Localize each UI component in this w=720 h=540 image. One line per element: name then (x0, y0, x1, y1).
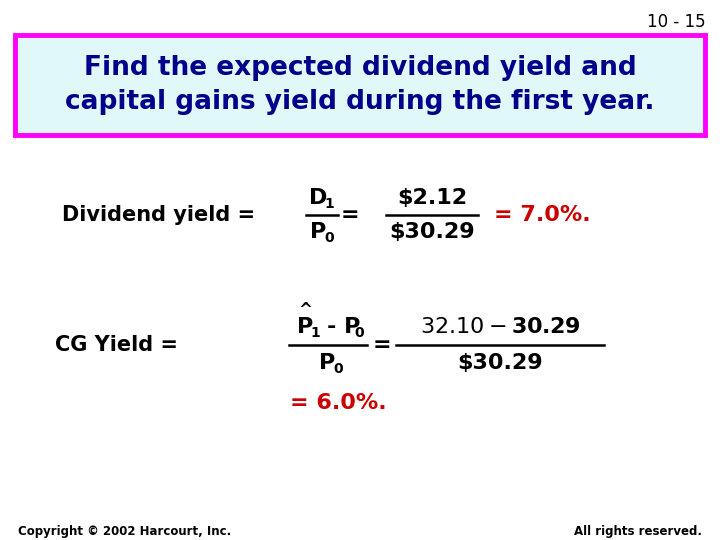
Text: $30.29: $30.29 (390, 222, 474, 242)
Text: CG Yield =: CG Yield = (55, 335, 178, 355)
Text: = 6.0%.: = 6.0%. (290, 393, 387, 413)
Text: = 7.0%.: = 7.0%. (494, 205, 590, 225)
Text: - P: - P (327, 317, 361, 337)
Text: P: P (297, 317, 313, 337)
Text: ^: ^ (298, 301, 312, 319)
Text: All rights reserved.: All rights reserved. (574, 525, 702, 538)
Text: 10 - 15: 10 - 15 (647, 13, 706, 31)
Text: P: P (310, 222, 326, 242)
Text: Dividend yield =: Dividend yield = (62, 205, 255, 225)
Text: 0: 0 (324, 231, 334, 245)
Text: 1: 1 (324, 197, 334, 211)
Text: 0: 0 (333, 362, 343, 376)
FancyBboxPatch shape (15, 35, 705, 135)
Text: Copyright © 2002 Harcourt, Inc.: Copyright © 2002 Harcourt, Inc. (18, 525, 231, 538)
Text: capital gains yield during the first year.: capital gains yield during the first yea… (66, 89, 654, 115)
Text: P: P (319, 353, 335, 373)
Text: Find the expected dividend yield and: Find the expected dividend yield and (84, 55, 636, 81)
Text: $30.29: $30.29 (457, 353, 543, 373)
Text: D: D (309, 188, 327, 208)
Text: $32.10 - $30.29: $32.10 - $30.29 (420, 317, 580, 337)
Text: $2.12: $2.12 (397, 188, 467, 208)
Text: =: = (341, 205, 359, 225)
Text: =: = (373, 335, 391, 355)
Text: 0: 0 (354, 326, 364, 340)
Text: 1: 1 (310, 326, 320, 340)
